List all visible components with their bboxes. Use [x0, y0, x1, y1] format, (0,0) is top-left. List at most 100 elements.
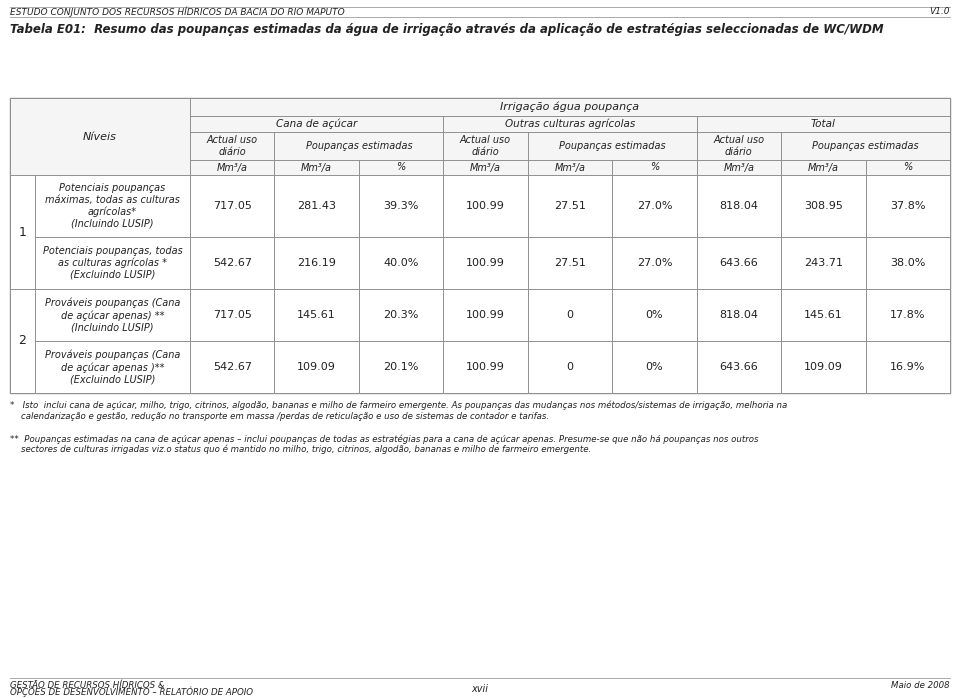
- Bar: [35, 289, 190, 341]
- Bar: [612, 160, 697, 175]
- Bar: [528, 175, 612, 237]
- Bar: [866, 160, 950, 175]
- Bar: [444, 175, 528, 237]
- Text: Mm³/a: Mm³/a: [555, 163, 586, 172]
- Text: 27.0%: 27.0%: [636, 201, 672, 211]
- Bar: [697, 132, 781, 160]
- Text: Mm³/a: Mm³/a: [807, 163, 839, 172]
- Bar: [781, 175, 866, 237]
- Text: 100.99: 100.99: [467, 310, 505, 320]
- Bar: [444, 341, 528, 393]
- Text: 2: 2: [18, 334, 27, 348]
- Bar: [10, 175, 35, 289]
- Text: 542.67: 542.67: [213, 258, 252, 268]
- Bar: [866, 175, 950, 237]
- Text: Tabela E01:  Resumo das poupanças estimadas da água de irrigação através da apli: Tabela E01: Resumo das poupanças estimad…: [10, 24, 883, 36]
- Bar: [35, 175, 190, 237]
- Bar: [697, 116, 950, 132]
- Text: 0: 0: [566, 362, 573, 372]
- Bar: [35, 341, 190, 393]
- Text: 100.99: 100.99: [467, 362, 505, 372]
- Bar: [190, 289, 275, 341]
- Text: 37.8%: 37.8%: [890, 201, 925, 211]
- Bar: [444, 132, 528, 160]
- Bar: [612, 237, 697, 289]
- Bar: [697, 289, 781, 341]
- Text: 0%: 0%: [646, 310, 663, 320]
- Text: Total: Total: [811, 119, 836, 129]
- Text: 100.99: 100.99: [467, 201, 505, 211]
- Bar: [866, 237, 950, 289]
- Bar: [359, 237, 444, 289]
- Text: GESTÃO DE RECURSOS HÍDRICOS &: GESTÃO DE RECURSOS HÍDRICOS &: [10, 681, 164, 690]
- Text: 0: 0: [566, 310, 573, 320]
- Text: 643.66: 643.66: [719, 258, 758, 268]
- Bar: [444, 237, 528, 289]
- Bar: [528, 160, 612, 175]
- Text: sectores de culturas irrigadas viz.o status quo é mantido no milho, trigo, citri: sectores de culturas irrigadas viz.o sta…: [10, 445, 591, 454]
- Bar: [359, 289, 444, 341]
- Text: 717.05: 717.05: [213, 310, 252, 320]
- Bar: [528, 237, 612, 289]
- Bar: [10, 98, 950, 393]
- Text: 109.09: 109.09: [804, 362, 843, 372]
- Bar: [697, 175, 781, 237]
- Text: 145.61: 145.61: [298, 310, 336, 320]
- Text: Mm³/a: Mm³/a: [724, 163, 755, 172]
- Bar: [866, 289, 950, 341]
- Text: xvii: xvii: [471, 684, 489, 694]
- Bar: [190, 341, 275, 393]
- Text: V1.0: V1.0: [929, 8, 950, 17]
- Text: 20.3%: 20.3%: [383, 310, 419, 320]
- Text: 1: 1: [18, 225, 27, 239]
- Text: %: %: [650, 163, 660, 172]
- Text: Cana de açúcar: Cana de açúcar: [276, 119, 357, 129]
- Text: %: %: [396, 163, 406, 172]
- Text: OPÇÕES DE DESENVOLVIMENTO – RELATÓRIO DE APOIO: OPÇÕES DE DESENVOLVIMENTO – RELATÓRIO DE…: [10, 687, 253, 697]
- Text: 145.61: 145.61: [804, 310, 843, 320]
- Text: Actual uso
diário: Actual uso diário: [460, 135, 511, 157]
- Bar: [190, 160, 275, 175]
- Text: 16.9%: 16.9%: [890, 362, 925, 372]
- Text: Poupanças estimadas: Poupanças estimadas: [812, 141, 919, 151]
- Bar: [275, 175, 359, 237]
- Text: 100.99: 100.99: [467, 258, 505, 268]
- Text: 109.09: 109.09: [298, 362, 336, 372]
- Text: 27.51: 27.51: [554, 201, 586, 211]
- Bar: [359, 160, 444, 175]
- Text: **  Poupanças estimadas na cana de açúcar apenas – inclui poupanças de todas as : ** Poupanças estimadas na cana de açúcar…: [10, 434, 758, 443]
- Text: Mm³/a: Mm³/a: [301, 163, 332, 172]
- Bar: [697, 160, 781, 175]
- Text: 216.19: 216.19: [298, 258, 336, 268]
- Bar: [190, 98, 950, 116]
- Bar: [190, 237, 275, 289]
- Bar: [275, 237, 359, 289]
- Bar: [612, 341, 697, 393]
- Text: Irrigação água poupança: Irrigação água poupança: [500, 102, 639, 112]
- Text: Actual uso
diário: Actual uso diário: [206, 135, 258, 157]
- Bar: [190, 132, 275, 160]
- Text: Poupanças estimadas: Poupanças estimadas: [559, 141, 665, 151]
- Text: 27.51: 27.51: [554, 258, 586, 268]
- Text: Níveis: Níveis: [84, 131, 117, 142]
- Text: 717.05: 717.05: [213, 201, 252, 211]
- Bar: [781, 341, 866, 393]
- Text: Maio de 2008: Maio de 2008: [892, 681, 950, 690]
- Text: Mm³/a: Mm³/a: [217, 163, 248, 172]
- Bar: [444, 160, 528, 175]
- Bar: [10, 98, 190, 175]
- Text: 542.67: 542.67: [213, 362, 252, 372]
- Bar: [781, 289, 866, 341]
- Bar: [275, 289, 359, 341]
- Bar: [10, 289, 35, 393]
- Text: Poupanças estimadas: Poupanças estimadas: [305, 141, 412, 151]
- Text: 818.04: 818.04: [719, 201, 758, 211]
- Text: 308.95: 308.95: [804, 201, 843, 211]
- Text: %: %: [903, 163, 912, 172]
- Bar: [781, 132, 950, 160]
- Bar: [359, 175, 444, 237]
- Bar: [528, 132, 697, 160]
- Bar: [866, 341, 950, 393]
- Bar: [444, 289, 528, 341]
- Bar: [781, 160, 866, 175]
